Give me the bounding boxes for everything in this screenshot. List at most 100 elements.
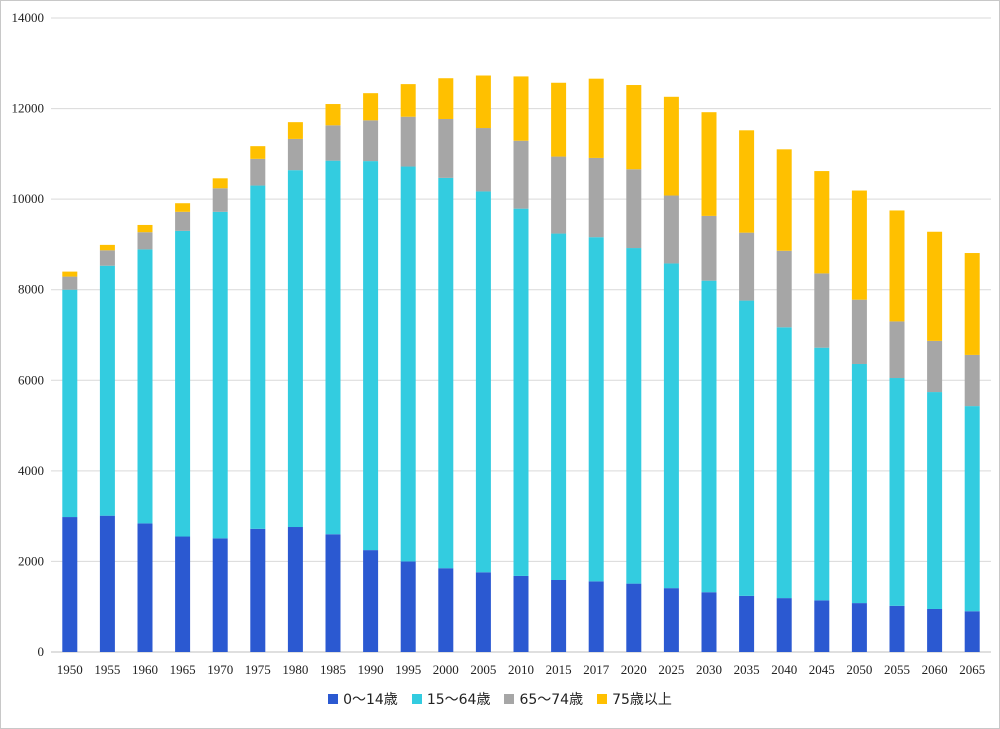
bar-1990-series-1 [363, 161, 379, 551]
x-tick-label-2025: 2025 [658, 662, 684, 677]
bar-2015-series-0 [551, 579, 567, 652]
legend-swatch [328, 694, 339, 704]
bar-2030-series-3 [701, 112, 717, 216]
bar-2030-series-1 [701, 280, 717, 593]
x-tick-label-2010: 2010 [508, 662, 534, 677]
bar-2035-series-3 [739, 130, 755, 233]
bar-2065-series-1 [964, 406, 980, 612]
x-tick-label-2060: 2060 [922, 662, 948, 677]
bar-1995-series-1 [400, 166, 416, 562]
x-tick-label-2030: 2030 [696, 662, 722, 677]
bar-1980-series-2 [287, 138, 303, 171]
bar-2000-series-1 [438, 177, 454, 569]
bar-2010-series-0 [513, 575, 529, 652]
legend-item-0: 0～14歳 [328, 689, 398, 709]
bar-1975-series-0 [250, 528, 266, 652]
bar-1960-series-3 [137, 224, 153, 233]
y-tick-label: 8000 [18, 282, 44, 297]
bar-2060-series-3 [927, 231, 943, 341]
bar-1965-series-0 [175, 536, 191, 652]
bar-2065-series-3 [964, 253, 980, 355]
bar-2020-series-0 [626, 583, 642, 652]
x-tick-label-1960: 1960 [132, 662, 158, 677]
bar-2045-series-1 [814, 347, 830, 601]
y-tick-label: 4000 [18, 463, 44, 478]
x-tick-label-1975: 1975 [245, 662, 271, 677]
bar-2017-series-1 [588, 237, 604, 582]
x-tick-label-2045: 2045 [809, 662, 835, 677]
x-tick-label-1995: 1995 [395, 662, 421, 677]
bar-1965-series-2 [175, 211, 191, 231]
bar-1950-series-2 [62, 276, 78, 290]
bar-2040-series-3 [776, 149, 792, 251]
bar-2030-series-2 [701, 215, 717, 281]
bar-1980-series-1 [287, 170, 303, 528]
bar-1975-series-2 [250, 158, 266, 186]
bar-1955-series-0 [99, 515, 115, 652]
bar-2000-series-2 [438, 118, 454, 178]
x-tick-label-2050: 2050 [846, 662, 872, 677]
x-tick-label-1965: 1965 [170, 662, 196, 677]
bar-1990-series-3 [363, 93, 379, 121]
bar-2005-series-3 [475, 75, 491, 129]
legend-item-1: 15～64歳 [411, 689, 490, 709]
x-tick-label-1970: 1970 [207, 662, 233, 677]
x-tick-label-2005: 2005 [470, 662, 496, 677]
bar-1980-series-3 [287, 122, 303, 139]
x-tick-label-2055: 2055 [884, 662, 910, 677]
bar-2055-series-0 [889, 605, 905, 652]
bar-1950-series-1 [62, 289, 78, 518]
bar-2005-series-0 [475, 572, 491, 652]
bar-2060-series-2 [927, 340, 943, 393]
bar-2055-series-2 [889, 321, 905, 379]
legend-item-3: 75歳以上 [597, 689, 672, 709]
x-tick-label-2040: 2040 [771, 662, 797, 677]
bar-1985-series-0 [325, 534, 341, 652]
bar-1990-series-2 [363, 120, 379, 162]
x-tick-label-2035: 2035 [734, 662, 760, 677]
bar-2017-series-0 [588, 581, 604, 652]
bar-2035-series-2 [739, 232, 755, 301]
bar-2020-series-1 [626, 248, 642, 584]
bar-2000-series-0 [438, 568, 454, 652]
bar-1965-series-3 [175, 203, 191, 212]
bar-1975-series-3 [250, 146, 266, 159]
bar-2015-series-3 [551, 82, 567, 157]
y-axis: 0 2000 4000 6000 8000 10000 12000 14000 [12, 10, 45, 659]
bar-2050-series-2 [851, 299, 867, 364]
legend-item-2: 65～74歳 [504, 689, 583, 709]
legend-swatch [504, 694, 515, 704]
bar-1985-series-3 [325, 104, 341, 126]
y-tick-label: 14000 [12, 10, 45, 25]
bar-2045-series-3 [814, 171, 830, 274]
x-tick-label-1980: 1980 [282, 662, 308, 677]
bar-1985-series-1 [325, 160, 341, 535]
bar-1990-series-0 [363, 550, 379, 652]
bar-1955-series-2 [99, 250, 115, 266]
bar-2065-series-2 [964, 354, 980, 407]
bar-2050-series-1 [851, 363, 867, 604]
bar-2060-series-1 [927, 392, 943, 609]
bar-series [62, 75, 980, 652]
legend: 0～14歳 15～64歳 65～74歳 75歳以上 [1, 689, 999, 709]
x-tick-label-2020: 2020 [621, 662, 647, 677]
x-tick-label-2065: 2065 [959, 662, 985, 677]
bar-1995-series-2 [400, 116, 416, 167]
bar-2045-series-0 [814, 600, 830, 652]
x-tick-label-1950: 1950 [57, 662, 83, 677]
bar-1955-series-1 [99, 265, 115, 516]
bar-2050-series-0 [851, 603, 867, 652]
bar-1985-series-2 [325, 125, 341, 161]
bar-1970-series-3 [212, 178, 228, 189]
x-tick-label-2000: 2000 [433, 662, 459, 677]
bar-2025-series-3 [663, 96, 679, 196]
bar-2060-series-0 [927, 608, 943, 652]
bar-1980-series-0 [287, 527, 303, 652]
bar-2015-series-1 [551, 233, 567, 580]
bar-1950-series-0 [62, 517, 78, 652]
bar-2040-series-1 [776, 327, 792, 599]
bar-2020-series-3 [626, 85, 642, 170]
bar-2035-series-1 [739, 300, 755, 596]
